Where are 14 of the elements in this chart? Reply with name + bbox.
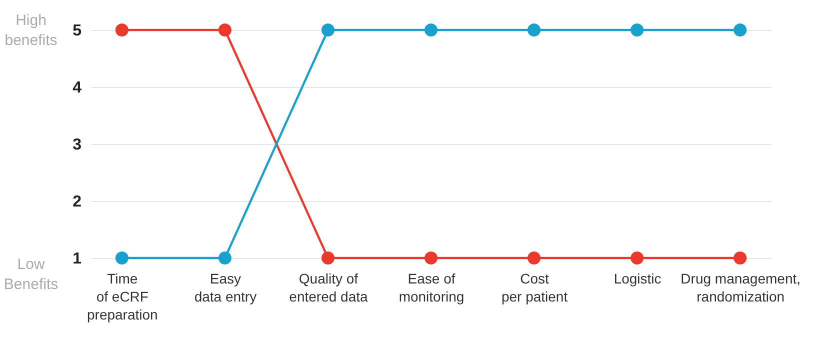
y-tick-label: 5 — [72, 22, 82, 40]
y-tick-label: 2 — [72, 194, 82, 210]
x-tick-label: Cost per patient — [501, 270, 568, 304]
x-tick-label: Easy data entry — [194, 270, 257, 304]
x-tick-label: Ease of monitoring — [398, 270, 464, 304]
y-tick-label: 3 — [72, 136, 82, 154]
y-tick-label: 4 — [72, 80, 82, 96]
x-tick-label: Logistic — [614, 270, 662, 286]
x-tick-label: Quality of entered data — [289, 270, 368, 304]
text: Low Benefits — [4, 256, 58, 293]
text: High benefits — [4, 12, 58, 49]
x-tick-label: Time of eCRF preparation — [86, 270, 158, 322]
y-tick-label: 1 — [72, 250, 82, 268]
x-tick-label: Drug management, randomization — [680, 270, 801, 304]
